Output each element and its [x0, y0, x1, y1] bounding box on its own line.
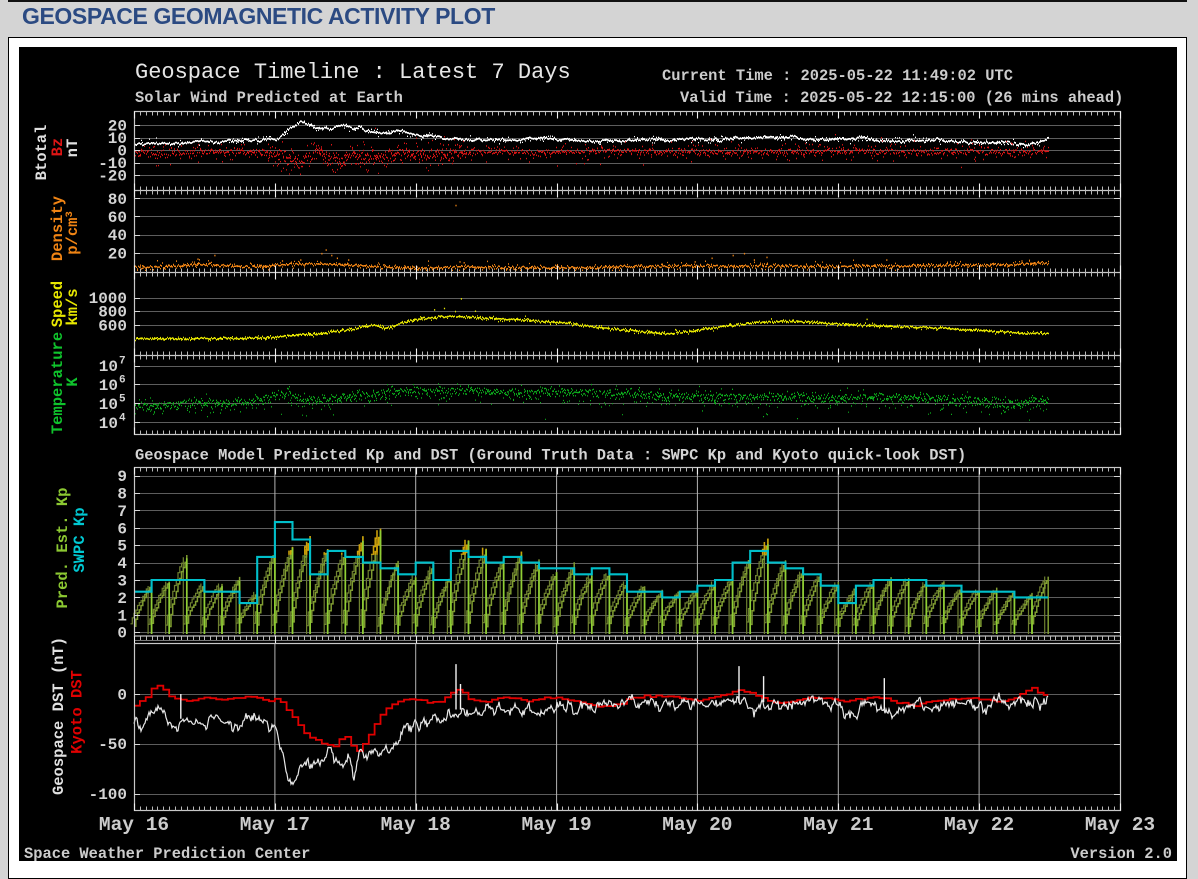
svg-text:20: 20 [108, 245, 127, 263]
svg-text:8: 8 [117, 486, 127, 504]
svg-text:nT: nT [64, 139, 82, 158]
svg-text:10: 10 [99, 415, 118, 433]
svg-text:Speed: Speed [49, 281, 67, 328]
svg-text:May 19: May 19 [521, 814, 591, 836]
svg-text:SWPC Kp: SWPC Kp [71, 507, 89, 572]
svg-text:0: 0 [117, 143, 127, 161]
svg-text:-50: -50 [98, 736, 127, 754]
svg-text:10: 10 [99, 358, 118, 376]
svg-text:7: 7 [117, 503, 127, 521]
svg-text:20: 20 [108, 118, 127, 136]
svg-text:800: 800 [98, 304, 127, 322]
svg-text:Temperature: Temperature [49, 332, 67, 434]
svg-text:7: 7 [119, 356, 126, 368]
svg-text:10: 10 [99, 396, 118, 414]
svg-text:80: 80 [108, 191, 127, 209]
svg-text:6: 6 [119, 375, 126, 387]
svg-text:May 21: May 21 [803, 814, 873, 836]
svg-text:Density: Density [49, 196, 67, 261]
svg-text:May 22: May 22 [944, 814, 1014, 836]
svg-text:6: 6 [117, 520, 127, 538]
svg-text:Solar Wind Predicted at Earth: Solar Wind Predicted at Earth [135, 89, 403, 107]
svg-text:May 23: May 23 [1085, 814, 1155, 836]
svg-text:Current Time : 2025-05-22 11:4: Current Time : 2025-05-22 11:49:02 UTC [662, 67, 1013, 85]
svg-text:5: 5 [119, 393, 126, 405]
svg-text:10: 10 [99, 377, 118, 395]
svg-text:Geospace DST (nT): Geospace DST (nT) [50, 637, 68, 795]
svg-text:Pred. Est. Kp: Pred. Est. Kp [54, 488, 72, 609]
svg-text:Bz: Bz [49, 138, 67, 157]
svg-text:0: 0 [117, 687, 127, 705]
svg-text:May 16: May 16 [99, 814, 169, 836]
svg-text:3: 3 [117, 573, 127, 591]
svg-text:600: 600 [98, 317, 127, 335]
svg-text:4: 4 [117, 555, 127, 573]
svg-text:60: 60 [108, 209, 127, 227]
svg-text:-20: -20 [98, 168, 127, 186]
svg-text:1000: 1000 [89, 290, 127, 308]
svg-text:Version 2.0: Version 2.0 [1070, 845, 1172, 861]
svg-text:-100: -100 [89, 786, 127, 804]
svg-text:Btotal: Btotal [33, 125, 51, 181]
svg-text:40: 40 [108, 227, 127, 245]
svg-text:May 20: May 20 [662, 814, 732, 836]
svg-text:0: 0 [117, 625, 127, 643]
svg-text:May 17: May 17 [240, 814, 310, 836]
svg-text:4: 4 [119, 412, 126, 424]
svg-text:p/cm3: p/cm3 [64, 211, 82, 255]
svg-text:Space Weather Prediction Cente: Space Weather Prediction Center [24, 845, 310, 861]
svg-text:km/s: km/s [64, 288, 82, 325]
svg-text:Kyoto DST: Kyoto DST [68, 670, 86, 754]
svg-text:5: 5 [117, 538, 127, 556]
svg-text:Valid Time : 2025-05-22 12:15:: Valid Time : 2025-05-22 12:15:00 (26 min… [680, 89, 1123, 107]
svg-text:Geospace Timeline : Latest 7 D: Geospace Timeline : Latest 7 Days [135, 60, 571, 85]
svg-text:K: K [64, 377, 82, 387]
svg-text:10: 10 [108, 130, 127, 148]
svg-text:2: 2 [117, 590, 127, 608]
svg-text:-10: -10 [98, 155, 127, 173]
svg-text:9: 9 [117, 468, 127, 486]
svg-text:Geospace Model Predicted Kp an: Geospace Model Predicted Kp and DST (Gro… [135, 447, 966, 465]
svg-text:1: 1 [117, 607, 127, 625]
svg-text:May 18: May 18 [381, 814, 451, 836]
